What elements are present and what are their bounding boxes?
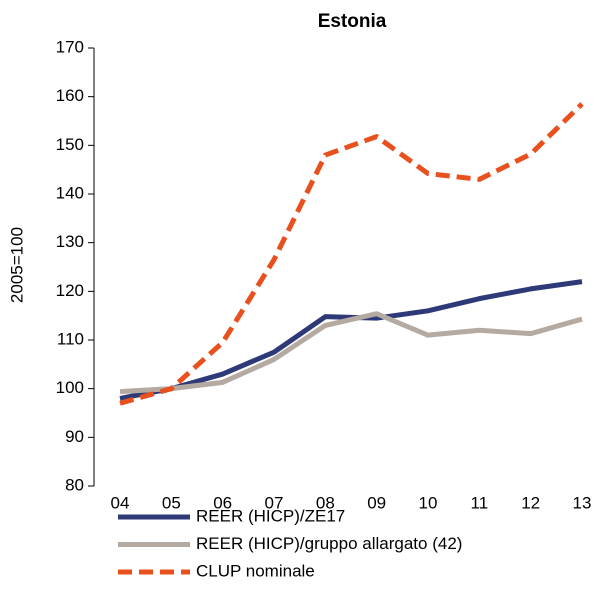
series-line bbox=[119, 279, 583, 401]
series-line bbox=[119, 311, 583, 395]
y-tick-label: 160 bbox=[56, 86, 84, 105]
series-line bbox=[119, 102, 584, 406]
y-tick-label: 120 bbox=[56, 281, 84, 300]
x-tick-label: 12 bbox=[521, 493, 540, 512]
y-tick-label: 170 bbox=[56, 37, 84, 56]
legend-label: REER (HICP)/gruppo allargato (42) bbox=[196, 534, 462, 553]
y-tick-label: 110 bbox=[57, 329, 84, 348]
x-tick-label: 13 bbox=[573, 493, 592, 512]
x-tick-label: 10 bbox=[419, 493, 438, 512]
x-tick-label: 08 bbox=[316, 493, 335, 512]
x-tick-label: 07 bbox=[265, 493, 284, 512]
chart-title: Estonia bbox=[318, 11, 387, 32]
x-tick-label: 09 bbox=[367, 493, 386, 512]
y-tick-label: 130 bbox=[56, 232, 84, 251]
legend-label: REER (HICP)/ZE17 bbox=[196, 506, 345, 525]
x-tick-label: 05 bbox=[162, 493, 181, 512]
y-axis-label: 2005=100 bbox=[7, 227, 26, 303]
x-tick-label: 11 bbox=[471, 493, 489, 512]
legend-label: CLUP nominale bbox=[196, 561, 315, 580]
y-tick-label: 90 bbox=[65, 427, 84, 446]
y-tick-label: 150 bbox=[56, 135, 84, 154]
x-tick-label: 04 bbox=[111, 493, 130, 512]
x-tick-label: 06 bbox=[213, 493, 232, 512]
y-tick-label: 140 bbox=[56, 183, 84, 202]
y-tick-label: 100 bbox=[56, 378, 84, 397]
y-tick-label: 80 bbox=[65, 475, 84, 494]
